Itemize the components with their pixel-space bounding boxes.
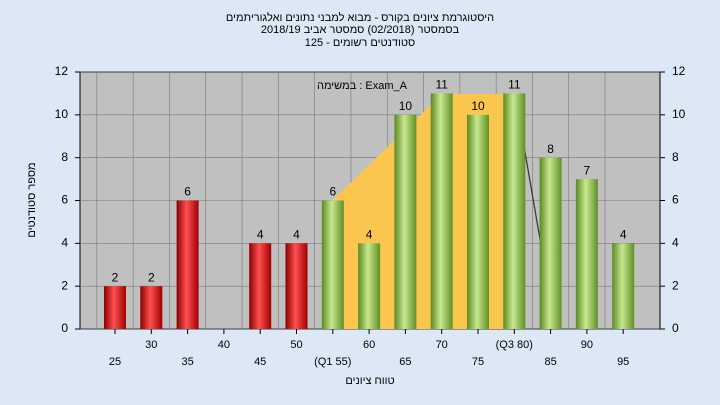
bar xyxy=(249,243,272,329)
x-tick-label: 40 xyxy=(218,339,230,351)
x-tick-label: 75 xyxy=(472,356,484,368)
y2-tick-label: 12 xyxy=(672,64,686,78)
data-label: 6 xyxy=(184,185,191,199)
data-label: 4 xyxy=(257,228,264,242)
y-tick-label: 4 xyxy=(61,236,68,250)
chart-title: היסטוגרמת ציונים בקורס - מבוא למבני נתונ… xyxy=(226,11,494,24)
y-tick-label: 8 xyxy=(61,150,68,164)
chart-subtitle: בסמסטר (02/2018) סמסטר אביב 2018/19 xyxy=(261,24,460,36)
y-tick-label: 12 xyxy=(55,64,69,78)
x-tick-label: 45 xyxy=(254,356,266,368)
data-label: 7 xyxy=(584,163,591,177)
data-label: 11 xyxy=(435,78,448,92)
x-tick-label: 70 xyxy=(436,339,448,351)
data-label: 4 xyxy=(620,228,627,242)
y2-tick-label: 6 xyxy=(672,193,679,207)
data-label: 6 xyxy=(329,185,336,199)
data-label: 8 xyxy=(547,142,554,156)
chart-subtitle: סטודנטים רשומים - 125 xyxy=(305,37,416,49)
data-label: 4 xyxy=(293,228,300,242)
x-tick-label: 50 xyxy=(290,339,302,351)
data-label: 10 xyxy=(471,99,485,113)
data-label: 2 xyxy=(148,270,155,284)
data-label: 4 xyxy=(366,228,373,242)
bar xyxy=(539,157,562,329)
x-tick-label: 90 xyxy=(581,339,593,351)
y2-tick-label: 8 xyxy=(672,150,679,164)
bar xyxy=(467,114,489,329)
bar xyxy=(430,93,453,330)
x-tick-label: 85 xyxy=(544,356,556,368)
data-label: 11 xyxy=(508,78,521,92)
y2-tick-label: 2 xyxy=(672,278,679,292)
x-tick-label: (Q1 55) xyxy=(314,356,351,368)
bar xyxy=(285,243,308,329)
y2-tick-label: 0 xyxy=(672,321,679,335)
y-tick-label: 2 xyxy=(61,278,68,292)
bar xyxy=(321,200,344,329)
data-label: 10 xyxy=(399,99,413,113)
x-tick-label: 25 xyxy=(109,356,121,368)
bar xyxy=(140,286,163,329)
bar xyxy=(176,200,199,329)
bar xyxy=(394,114,417,329)
bar xyxy=(575,179,598,329)
y2-tick-label: 4 xyxy=(672,236,679,250)
bar xyxy=(358,243,381,329)
x-tick-label: 60 xyxy=(363,339,375,351)
y-tick-label: 0 xyxy=(61,321,68,335)
data-label: 2 xyxy=(112,270,119,284)
x-tick-label: (Q3 80) xyxy=(496,339,533,351)
x-axis-label: טווח ציונים xyxy=(345,375,394,387)
bar xyxy=(503,93,526,330)
x-tick-label: 35 xyxy=(181,356,193,368)
y-tick-label: 6 xyxy=(61,193,68,207)
x-tick-label: 95 xyxy=(617,356,629,368)
y2-tick-label: 10 xyxy=(672,107,686,121)
x-tick-label: 65 xyxy=(399,356,411,368)
bar xyxy=(612,243,635,329)
bar xyxy=(104,286,126,329)
x-tick-label: 30 xyxy=(145,339,157,351)
y-axis-label: מספר סטודנטים xyxy=(26,162,38,237)
annotation: במשימה : Exam_A xyxy=(317,80,408,92)
y-tick-label: 10 xyxy=(55,107,69,121)
